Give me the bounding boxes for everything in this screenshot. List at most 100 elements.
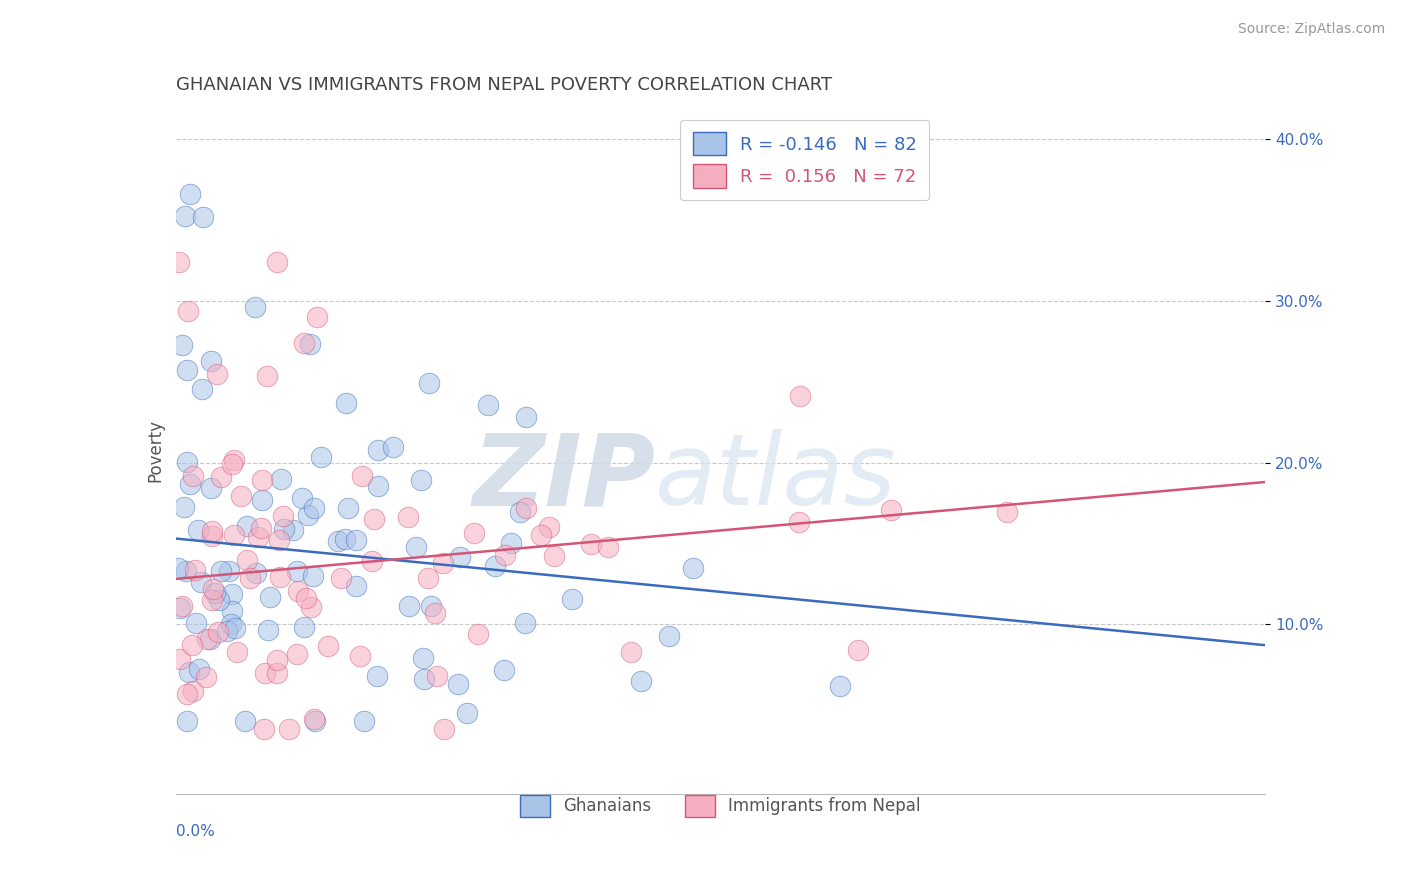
Point xyxy=(194,670,217,684)
Text: ZIP: ZIP xyxy=(472,429,655,526)
Point xyxy=(291,491,314,505)
Point xyxy=(187,662,209,676)
Point xyxy=(209,470,232,484)
Point xyxy=(283,523,305,537)
Point xyxy=(344,579,367,593)
Point xyxy=(266,653,288,667)
Point xyxy=(302,500,325,515)
Point xyxy=(361,554,384,568)
Point xyxy=(425,606,447,620)
Point xyxy=(463,525,485,540)
Point xyxy=(316,640,339,654)
Point xyxy=(198,632,221,646)
Point xyxy=(287,584,309,599)
Point xyxy=(169,254,191,268)
Point xyxy=(336,501,359,516)
Point xyxy=(292,620,315,634)
Point xyxy=(426,669,449,683)
Point xyxy=(176,687,198,701)
Point xyxy=(349,649,371,664)
Legend: Ghanaians, Immigrants from Nepal: Ghanaians, Immigrants from Nepal xyxy=(513,789,928,823)
Point xyxy=(292,336,315,351)
Point xyxy=(682,561,704,575)
Point xyxy=(176,363,198,377)
Point xyxy=(236,552,259,566)
Point xyxy=(333,532,356,546)
Point xyxy=(630,674,652,689)
Point xyxy=(179,665,201,679)
Point xyxy=(190,575,212,590)
Point xyxy=(396,510,419,524)
Point xyxy=(367,479,389,493)
Point xyxy=(207,367,229,381)
Point xyxy=(530,528,553,542)
Point xyxy=(477,398,499,412)
Point xyxy=(309,450,332,464)
Point xyxy=(515,615,537,630)
Point xyxy=(200,354,222,368)
Point xyxy=(418,376,440,390)
Point xyxy=(509,505,531,519)
Point xyxy=(299,599,322,614)
Text: Source: ZipAtlas.com: Source: ZipAtlas.com xyxy=(1237,22,1385,37)
Point xyxy=(596,541,619,555)
Point xyxy=(249,521,271,535)
Text: GHANAIAN VS IMMIGRANTS FROM NEPAL POVERTY CORRELATION CHART: GHANAIAN VS IMMIGRANTS FROM NEPAL POVERT… xyxy=(176,77,832,95)
Point xyxy=(515,501,537,516)
Point xyxy=(259,591,281,605)
Point xyxy=(253,666,276,681)
Point xyxy=(218,564,240,578)
Point xyxy=(447,676,470,690)
Point xyxy=(201,528,224,542)
Point xyxy=(412,651,434,665)
Point xyxy=(208,593,231,607)
Point xyxy=(581,537,603,551)
Point xyxy=(484,559,506,574)
Point xyxy=(304,712,326,726)
Point xyxy=(221,604,243,618)
Point xyxy=(494,663,516,677)
Point xyxy=(304,714,326,728)
Point xyxy=(253,723,276,737)
Point xyxy=(344,533,367,547)
Point xyxy=(326,534,349,549)
Point xyxy=(382,440,405,454)
Point xyxy=(224,621,246,635)
Point xyxy=(467,626,489,640)
Point xyxy=(658,629,681,643)
Point xyxy=(256,623,278,637)
Point xyxy=(245,566,267,580)
Point xyxy=(235,714,257,728)
Point xyxy=(176,455,198,469)
Point xyxy=(305,310,328,324)
Point xyxy=(405,540,427,554)
Point xyxy=(167,561,190,575)
Point xyxy=(266,255,288,269)
Point xyxy=(830,679,852,693)
Point xyxy=(298,336,321,351)
Point xyxy=(201,593,224,607)
Point xyxy=(297,508,319,522)
Point xyxy=(301,568,323,582)
Point xyxy=(335,395,357,409)
Point xyxy=(221,587,243,601)
Point xyxy=(278,723,301,737)
Point xyxy=(273,522,295,536)
Point xyxy=(221,457,243,471)
Point xyxy=(191,382,214,396)
Point xyxy=(204,586,226,600)
Point xyxy=(177,304,200,318)
Point xyxy=(193,210,215,224)
Point xyxy=(499,536,522,550)
Point xyxy=(366,669,388,683)
Point xyxy=(169,652,191,666)
Point xyxy=(269,570,291,584)
Point xyxy=(172,599,194,613)
Point xyxy=(222,528,245,542)
Point xyxy=(456,706,478,721)
Point xyxy=(219,617,242,632)
Point xyxy=(226,645,249,659)
Point xyxy=(231,489,253,503)
Point xyxy=(620,645,643,659)
Point xyxy=(169,600,191,615)
